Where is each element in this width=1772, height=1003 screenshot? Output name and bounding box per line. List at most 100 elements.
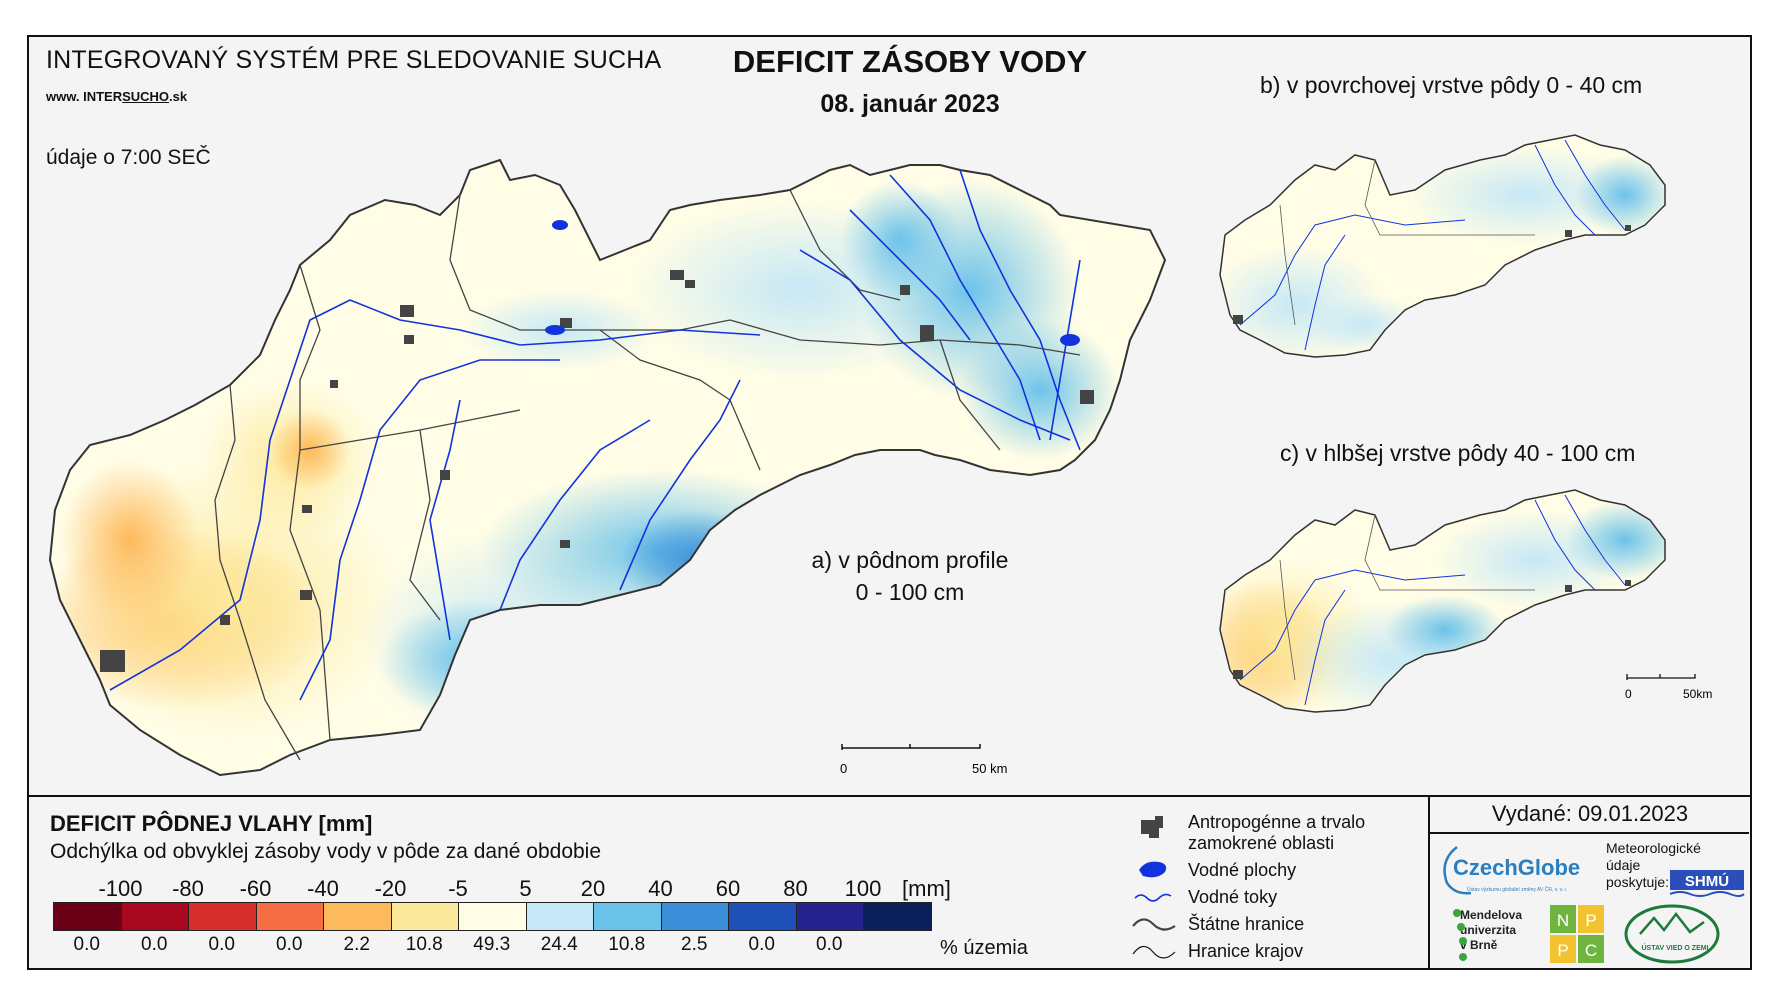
shmu-text: SHMÚ [1685,872,1729,890]
main-map [48,158,1167,777]
nppc-p1: P [1585,911,1596,930]
region-border-icon [1132,945,1176,959]
legend-percent: 10.8 [608,934,646,955]
issued-divider [1428,795,1431,969]
legend-tick: -80 [172,876,204,901]
meteo-line3: poskytuje: [1606,874,1670,890]
legend-tick: -40 [307,876,339,901]
czechglobe-logo: CzechGlobe Ústav výzkumu globální změny … [1443,846,1580,895]
main-title: DEFICIT ZÁSOBY VODY [732,44,1088,79]
legend-percent: 0.0 [748,934,775,955]
legend-swatch [390,902,459,931]
legend-tick: -60 [239,876,272,901]
key-state-border: Štátne hranice [1188,914,1305,934]
website-link[interactable]: www. INTERSUCHO.sk [46,89,187,104]
legend-tick: 100 [844,876,882,901]
website-name-a: INTER [83,89,123,104]
legend-tick: -20 [374,876,407,901]
legend-percent: 24.4 [540,934,578,955]
nppc-logo: N P P C [1550,905,1604,963]
scale-end: 50 km [972,761,1007,776]
map-c-label: c) v hlbšej vrstve pôdy 40 - 100 cm [1280,440,1636,466]
legend-swatch [863,902,932,931]
legend-tick: -5 [448,876,468,901]
scale-small-zero: 0 [1625,687,1632,701]
uvz-logo: ÚSTAV VIED O ZEMI [1624,904,1720,964]
czechglobe-subtitle: Ústav výzkumu globální změny AV ČR, v. v… [1467,886,1567,893]
legend-swatch [255,902,324,931]
legend-swatch [660,902,729,931]
legend-swatch [525,902,594,931]
legend-percent: 0.0 [141,934,168,955]
data-time-note: údaje o 7:00 SEČ [46,146,211,169]
meteo-provider-text: Meteorologické údaje poskytuje: [1606,840,1701,891]
legend-swatch [323,902,392,931]
issued-date: Vydané: 09.01.2023 [1491,801,1689,826]
mendel-logo: Mendelova univerzita v Brně [1460,908,1522,953]
legend-tick: 40 [648,876,673,901]
nppc-n: N [1557,911,1569,930]
key-urban-line1: Antropogénne a trvalo [1188,812,1366,832]
legend-swatch [120,902,189,931]
key-urban-line2: zamokrené oblasti [1188,833,1335,853]
legend-percent: 49.3 [473,934,511,955]
legend-percent: 2.5 [681,934,708,955]
legend-percent: 10.8 [405,934,443,955]
legend-swatch [53,902,122,931]
legend-title: DEFICIT PÔDNEJ VLAHY [mm] [50,811,373,836]
shmu-logo: SHMÚ [1669,870,1745,897]
legend-tick: 5 [519,876,532,901]
legend-tick: 60 [715,876,741,901]
nppc-c: C [1585,941,1597,960]
legend-swatch [188,902,257,931]
urban-areas [100,270,1094,672]
legend-swatch [458,902,527,931]
key-water-bodies: Vodné plochy [1188,860,1297,880]
legend-unit: [mm] [902,876,951,901]
map-b-label: b) v povrchovej vrstve pôdy 0 - 40 cm [1260,72,1643,98]
key-region-border: Hranice krajov [1188,941,1304,961]
mendel-line1: Mendelova [1460,908,1523,922]
legend-percent: 0.0 [276,934,303,955]
website-name-b: SUCHO [122,89,170,104]
legend-swatch [728,902,797,931]
map-b-surface-layer [1219,134,1666,358]
water-body-icon [1139,861,1167,878]
mendel-line2: univerzita [1460,923,1517,937]
legend-percent: 2.2 [343,934,370,955]
map-a-label-line1: a) v pôdnom profile [811,547,1009,573]
mendel-dots-icon [1453,909,1467,961]
mendel-line3: v Brně [1460,938,1498,952]
urban-area-icon [1141,816,1163,838]
nppc-p2: P [1557,941,1568,960]
legend-tick: 80 [783,876,808,901]
legend-subtitle: Odchýlka od obvyklej zásoby vody v pôde … [50,840,602,863]
legend-percent: 0.0 [208,934,235,955]
issued-underline [1429,832,1749,834]
meteo-line1: Meteorologické [1606,840,1701,856]
legend-percent: 0.0 [73,934,100,955]
org-title: INTEGROVANÝ SYSTÉM PRE SLEDOVANIE SUCHA [46,46,662,74]
main-date: 08. január 2023 [820,90,1000,118]
legend-tick: 20 [580,876,606,901]
map-a-label-line2: 0 - 100 cm [855,579,965,605]
czechglobe-name: CzechGlobe [1453,855,1580,880]
legend-swatch [795,902,864,931]
map-key-symbols [1132,816,1176,959]
water-bodies [545,220,1080,346]
scale-zero: 0 [840,761,847,776]
river-line-icon [1134,893,1172,902]
meteo-line2: údaje [1606,857,1641,873]
state-border [48,158,1167,777]
scale-small-end: 50km [1683,687,1712,701]
state-border-icon [1132,918,1176,931]
rivers-main [109,169,1081,701]
legend-swatch [593,902,662,931]
legend-tick: -100 [98,876,143,901]
map-c-deep-layer [1219,489,1666,713]
scale-bar-main: 0 50 km [840,744,1007,776]
scale-bar-small: 0 50km [1625,674,1712,701]
website-prefix: www. [46,89,80,104]
website-suffix: .sk [169,89,188,104]
uvz-text: ÚSTAV VIED O ZEMI [1641,943,1708,952]
